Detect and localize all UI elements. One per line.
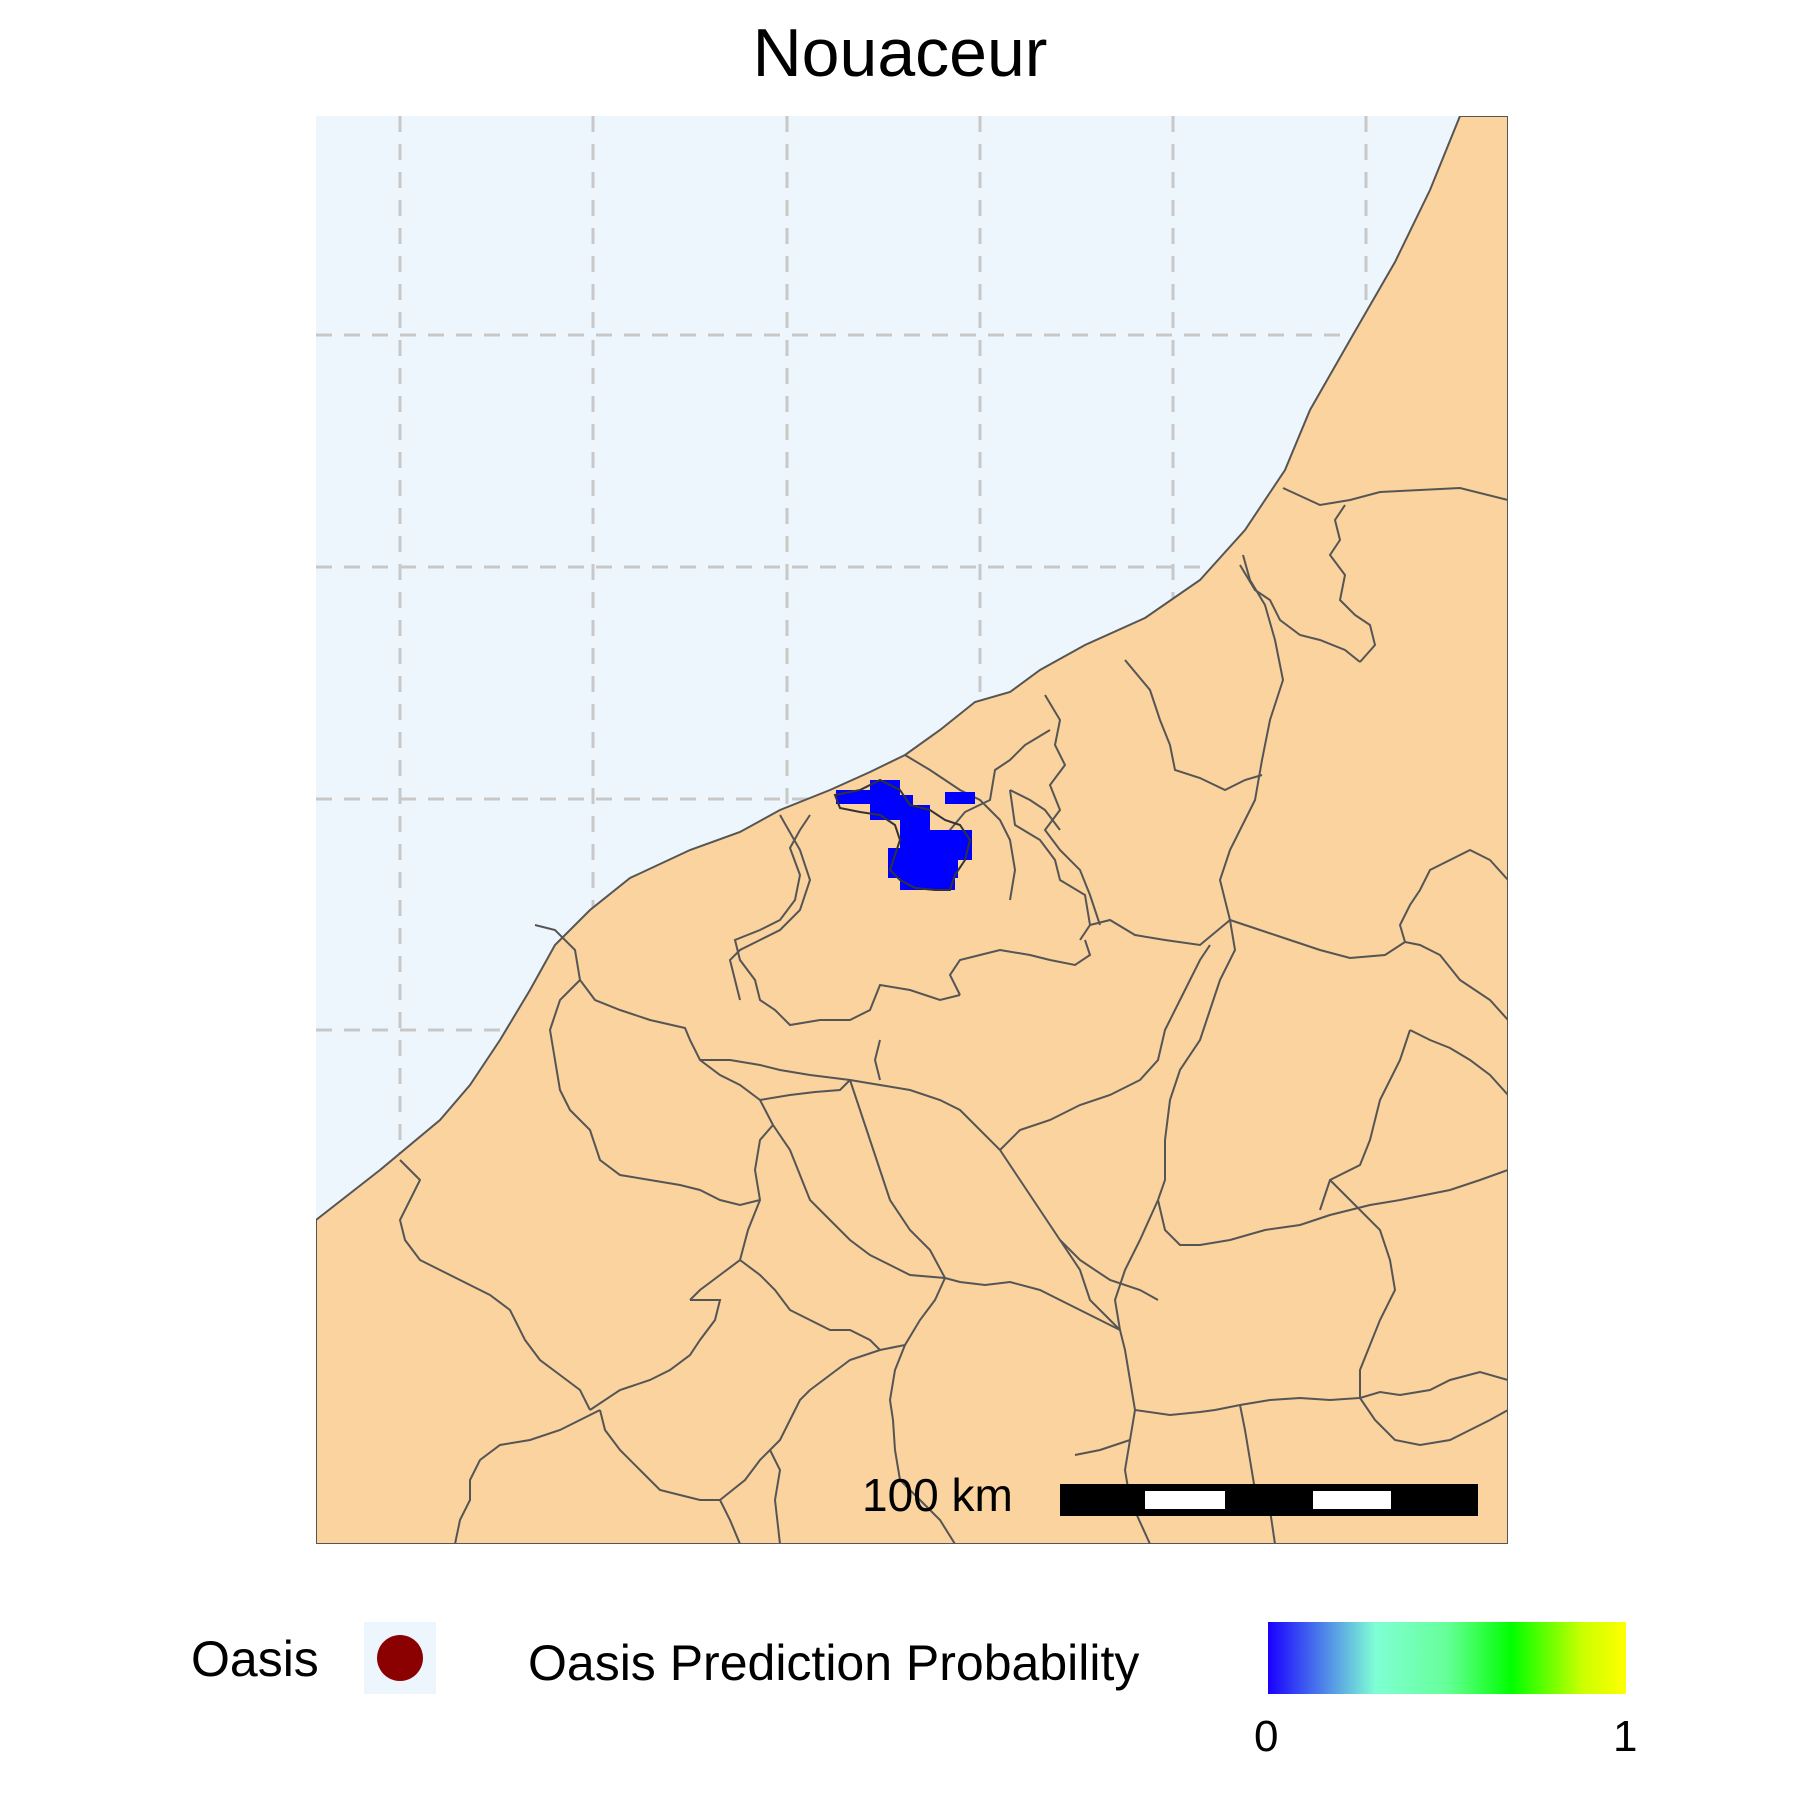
legend-probability-label: Oasis Prediction Probability — [528, 1635, 1140, 1691]
map-title: Nouaceur — [752, 15, 1048, 91]
scale-bar-white-segment — [1313, 1491, 1391, 1509]
admin-boundaries — [398, 486, 1508, 1544]
legend-tick-max: 1 — [1613, 1712, 1638, 1761]
scale-bar — [1060, 1484, 1478, 1516]
legend-oasis-key — [364, 1622, 436, 1694]
legend-color-gradient — [1268, 1622, 1626, 1694]
prediction-raster — [836, 780, 975, 890]
scale-bar-outline — [1060, 1484, 1478, 1516]
nouaceur-boundary — [833, 778, 972, 891]
prediction-cell — [945, 792, 975, 804]
oasis-point-icon — [377, 1635, 423, 1681]
legend-tick-min: 0 — [1254, 1712, 1279, 1761]
scale-bar-white-segment — [1145, 1491, 1225, 1509]
prediction-cell — [900, 870, 955, 890]
scale-bar-label: 100 km — [862, 1469, 1013, 1521]
legend-oasis-label: Oasis — [191, 1631, 319, 1687]
